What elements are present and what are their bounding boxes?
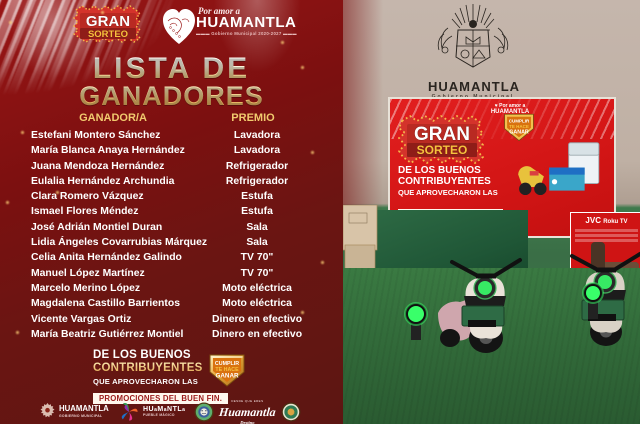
svg-text:TE HACE: TE HACE [509,124,529,129]
svg-text:GRAN: GRAN [414,124,470,145]
svg-text:GANAR: GANAR [215,373,239,380]
svg-text:GANAR: GANAR [509,129,529,135]
svg-text:SORTEO: SORTEO [417,143,468,157]
svg-text:SORTEO: SORTEO [88,29,128,40]
svg-text:GRAN: GRAN [86,13,130,30]
svg-text:CUMPLIR: CUMPLIR [509,119,530,124]
